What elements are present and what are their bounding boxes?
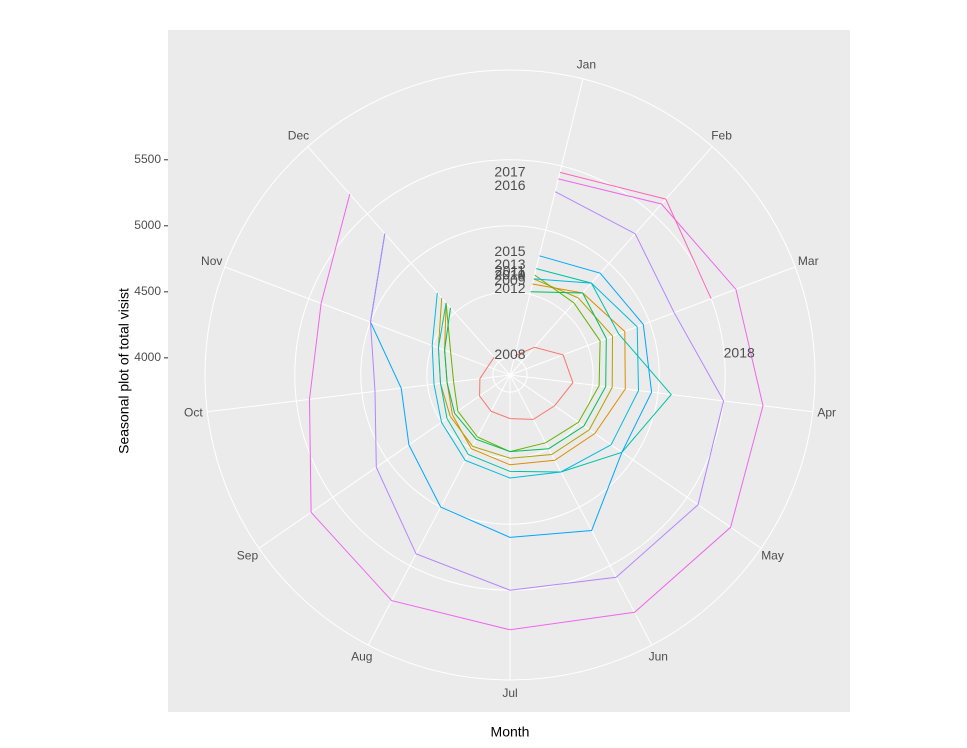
series-line — [444, 291, 607, 453]
grid-spoke — [367, 374, 511, 646]
series-line — [308, 178, 764, 631]
y-tick-label: 5500 — [134, 152, 161, 166]
x-tick-label: Apr — [817, 406, 836, 420]
x-tick-label: Nov — [201, 254, 222, 268]
series-line — [437, 268, 672, 473]
series-label: 2012 — [494, 280, 525, 296]
grid-spoke — [509, 78, 584, 376]
series-label: 2010 — [494, 267, 525, 283]
series-label: 2015 — [494, 243, 525, 259]
y-tick-label: 4500 — [134, 284, 161, 298]
grid-spoke — [509, 374, 653, 646]
x-tick-label: Dec — [288, 128, 309, 142]
grid-spoke — [509, 266, 796, 376]
series-line — [479, 346, 574, 420]
x-tick-label: Mar — [798, 254, 819, 268]
series-line — [369, 233, 653, 538]
series-line — [431, 278, 640, 479]
series-line — [445, 274, 601, 453]
x-axis-title: Month — [491, 724, 530, 740]
x-tick-label: Jul — [502, 686, 517, 700]
grid-spoke — [258, 374, 511, 549]
x-tick-label: Jun — [649, 650, 668, 664]
series-label: 2009 — [494, 272, 525, 288]
y-axis-title: Seasonal plot of total visist — [116, 288, 132, 454]
x-tick-label: Sep — [237, 548, 259, 562]
x-tick-label: Aug — [351, 650, 372, 664]
series-label: 2008 — [494, 346, 525, 362]
series-label: 2013 — [494, 256, 525, 272]
series-label: 2014 — [494, 267, 525, 283]
x-tick-label: Oct — [184, 406, 203, 420]
grid-spoke — [509, 374, 762, 549]
series-label: 2016 — [494, 177, 525, 193]
grid-spoke — [509, 146, 713, 376]
x-tick-label: Feb — [711, 128, 732, 142]
y-tick-label: 4000 — [134, 350, 161, 364]
series-label: 2011 — [495, 263, 525, 279]
x-tick-label: May — [761, 548, 784, 562]
x-tick-label: Jan — [577, 57, 596, 71]
grid-spoke — [224, 266, 511, 376]
series-line — [369, 191, 725, 591]
series-label: 2017 — [494, 164, 525, 180]
grid-spoke — [207, 374, 511, 413]
grid-spoke — [509, 374, 813, 413]
y-tick-label: 5000 — [134, 218, 161, 232]
series-line — [559, 171, 712, 299]
panel — [168, 30, 850, 712]
series-label: 2018 — [724, 344, 755, 360]
grid-spoke — [307, 146, 511, 376]
